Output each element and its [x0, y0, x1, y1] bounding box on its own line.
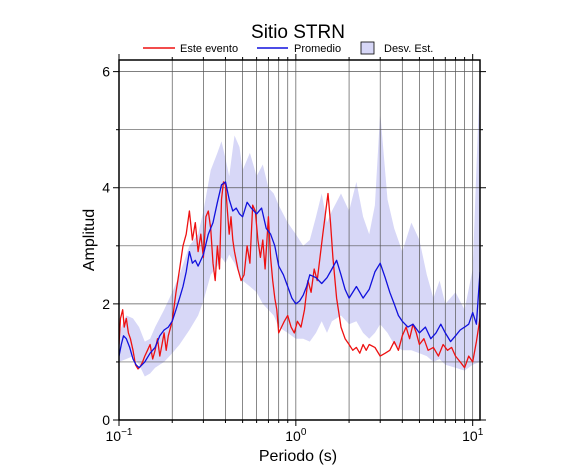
series-line-promedio: [119, 181, 480, 369]
y-tick-label: 0: [102, 412, 110, 428]
series-line-este-evento: [119, 181, 480, 370]
plot-frame: [118, 59, 481, 421]
x-axis-label: Periodo (s): [259, 448, 337, 465]
plot-area: 0 2 4 6 10−1 100 101: [102, 54, 486, 444]
y-tick-label: 4: [102, 180, 110, 196]
std-dev-band: [119, 71, 480, 377]
legend: Este evento Promedio Desv. Est.: [143, 41, 433, 55]
x-tick-label: 100: [285, 427, 307, 444]
legend-label-desv-est: Desv. Est.: [384, 43, 433, 55]
y-tick-label: 6: [102, 64, 110, 80]
chart-title: Sitio STRN: [251, 22, 345, 43]
y-tick-label: 2: [102, 296, 110, 312]
legend-label-este-evento: Este evento: [180, 43, 238, 55]
y-axis-label: Amplitud: [81, 209, 98, 271]
x-tick-label: 10−1: [106, 427, 133, 444]
legend-swatch-desv-est: [360, 41, 375, 55]
legend-label-promedio: Promedio: [294, 43, 341, 55]
x-tick-label: 101: [462, 427, 484, 444]
